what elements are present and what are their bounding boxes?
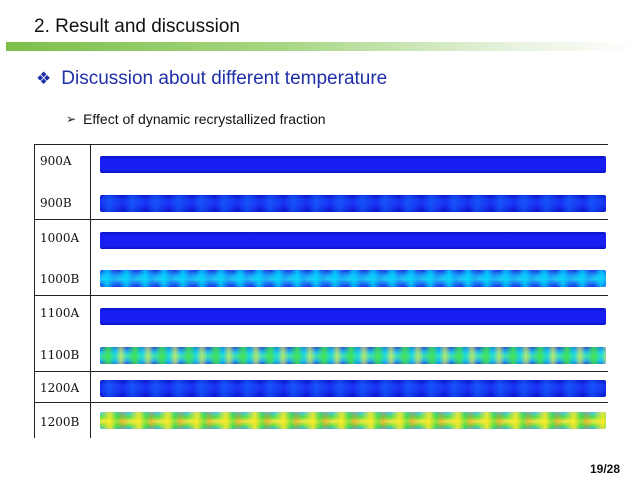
row-label-1200b: 1200B bbox=[40, 415, 80, 429]
figure-line-left bbox=[34, 144, 35, 438]
section-heading-text: Discussion about different temperature bbox=[61, 68, 388, 89]
strip-1200b bbox=[100, 412, 606, 429]
figure-line-1200-inner bbox=[34, 402, 608, 403]
figure-line-1000-1100 bbox=[34, 295, 608, 296]
row-label-900a: 900A bbox=[40, 154, 72, 168]
strip-1000b bbox=[100, 270, 606, 287]
row-label-1100a: 1100A bbox=[40, 306, 80, 320]
header-title: 2. Result and discussion bbox=[34, 16, 240, 37]
row-label-900b: 900B bbox=[40, 196, 72, 210]
recrystallization-figure: 900A 900B 1000A 1000B 1100A 1100B 1200A … bbox=[34, 144, 608, 438]
strip-1100b bbox=[100, 347, 606, 364]
figure-line-top bbox=[34, 144, 608, 145]
page-number: 19/28 bbox=[589, 462, 620, 476]
arrowhead-bullet-icon: ➢ bbox=[66, 112, 77, 126]
figure-line-1100-1200 bbox=[34, 371, 608, 372]
sub-bullet-text: Effect of dynamic recrystallized fractio… bbox=[83, 111, 326, 127]
header-divider-bar bbox=[6, 42, 636, 51]
row-label-1000a: 1000A bbox=[40, 231, 80, 245]
sub-bullet: ➢ Effect of dynamic recrystallized fract… bbox=[66, 111, 326, 127]
section-heading: ❖ Discussion about different temperature bbox=[36, 68, 387, 90]
row-label-1200a: 1200A bbox=[40, 381, 80, 395]
strip-1000a bbox=[100, 232, 606, 249]
figure-line-separator bbox=[90, 144, 91, 438]
strip-900b bbox=[100, 195, 606, 212]
row-label-1000b: 1000B bbox=[40, 272, 80, 286]
strip-1100a bbox=[100, 308, 606, 325]
diamond-bullet-icon: ❖ bbox=[36, 69, 52, 88]
figure-line-900-1000 bbox=[34, 219, 608, 220]
row-label-1100b: 1100B bbox=[40, 348, 80, 362]
strip-1200a bbox=[100, 380, 606, 397]
strip-900a bbox=[100, 156, 606, 173]
